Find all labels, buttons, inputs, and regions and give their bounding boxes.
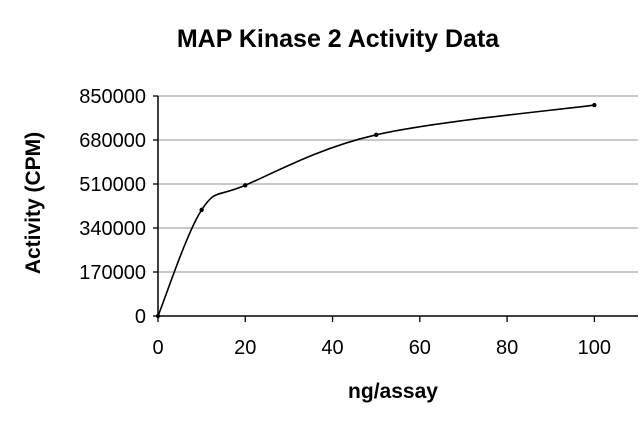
chart-title: MAP Kinase 2 Activity Data — [177, 25, 500, 53]
y-tick-label: 170000 — [79, 262, 146, 284]
y-tick-label: 340000 — [79, 218, 146, 240]
y-tick-label: 0 — [135, 306, 146, 328]
x-tick-label: 80 — [496, 337, 518, 359]
x-tick-label: 20 — [234, 337, 256, 359]
y-tick-label: 680000 — [79, 130, 146, 152]
x-tick-label: 100 — [578, 337, 611, 359]
y-tick-label: 850000 — [79, 86, 146, 108]
tick-labels: 0 170000 340000 510000 680000 850000 0 20 40 60 80… — [79, 86, 611, 359]
data-point — [592, 102, 597, 108]
y-axis-label: Activity (CPM) — [22, 132, 45, 274]
x-axis-label: ng/assay — [348, 380, 438, 403]
axes — [153, 95, 638, 322]
x-tick-label: 40 — [321, 337, 343, 359]
x-tick-label: 60 — [409, 337, 431, 359]
data-point — [199, 207, 204, 213]
data-point — [373, 132, 379, 138]
x-tick-label: 0 — [152, 337, 163, 359]
series — [155, 102, 597, 319]
data-point — [243, 183, 248, 188]
series-line — [157, 104, 595, 317]
y-tick-label: 510000 — [79, 174, 146, 196]
gridlines — [158, 95, 638, 273]
data-point — [155, 313, 161, 319]
